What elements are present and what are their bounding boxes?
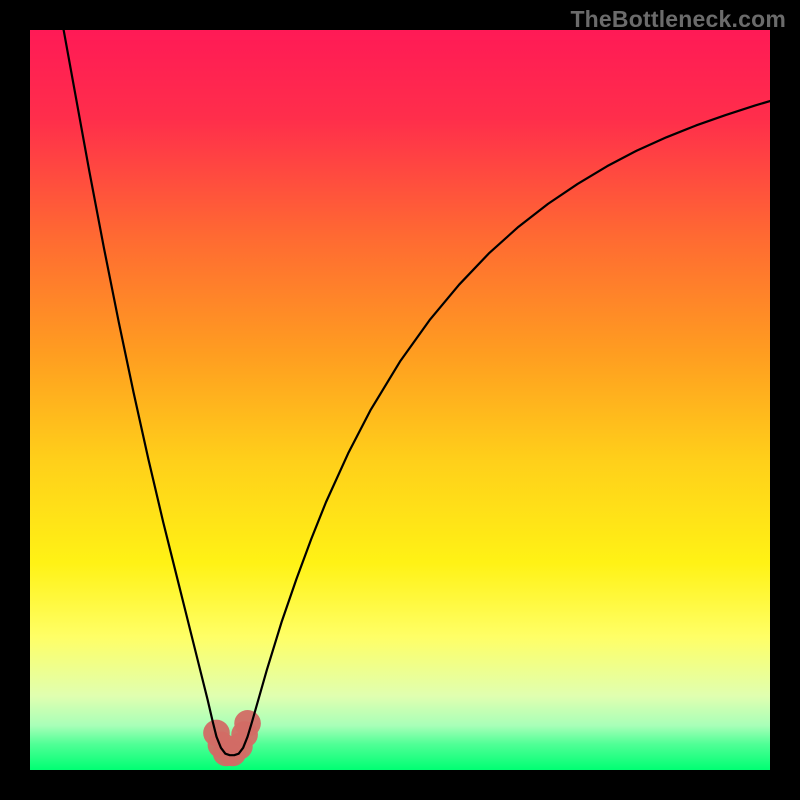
watermark-label: TheBottleneck.com [570, 6, 786, 33]
chart-stage: TheBottleneck.com [0, 0, 800, 800]
bottleneck-chart [0, 0, 800, 800]
